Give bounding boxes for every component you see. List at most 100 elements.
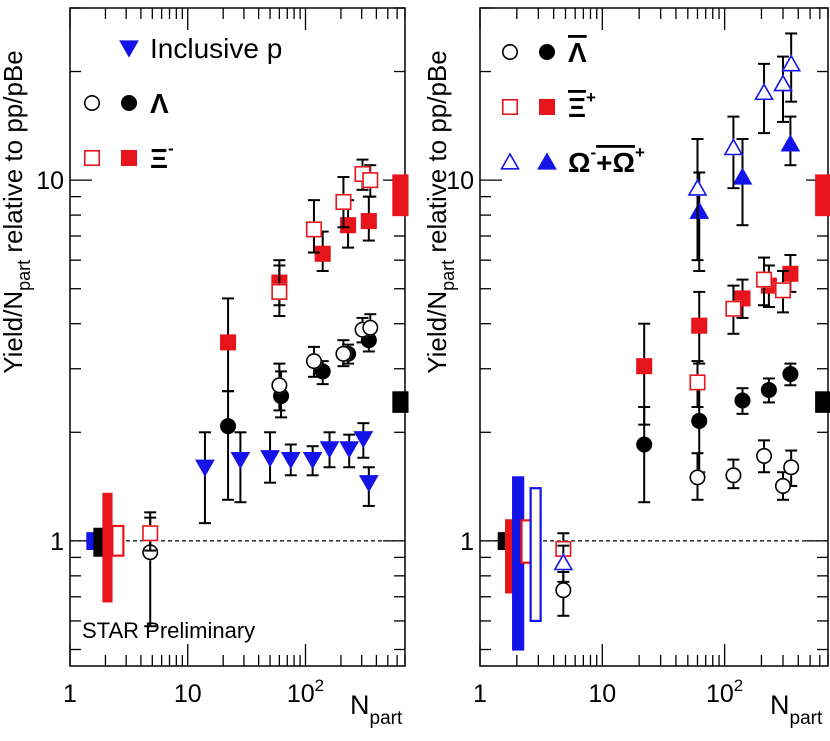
data-point — [773, 74, 793, 92]
legend-marker-filled — [538, 43, 556, 61]
systematic-box — [392, 174, 409, 217]
legend-label: Λ — [150, 88, 169, 119]
legend-marker-filled — [119, 40, 139, 58]
data-point-bg — [754, 82, 775, 101]
data-point — [260, 450, 280, 468]
legend-label-main: Λ — [150, 88, 169, 119]
data-point — [319, 441, 340, 459]
data-point-bg — [335, 193, 352, 211]
plot-frame — [479, 7, 829, 667]
data-point — [230, 452, 251, 470]
x-axis-label-sub: part — [790, 708, 823, 729]
data-point — [555, 582, 572, 599]
series-0 — [636, 362, 799, 504]
data-point — [732, 167, 753, 185]
data-point — [689, 469, 706, 486]
data-point — [220, 334, 237, 351]
x-tick-label: 102 — [287, 676, 324, 708]
data-point — [305, 353, 322, 370]
legend-entry: Ξ+ — [501, 88, 596, 123]
legend-marker-filled — [120, 94, 138, 112]
data-point — [756, 271, 773, 288]
series-0 — [195, 422, 379, 525]
data-point-bg — [362, 172, 379, 189]
data-point — [782, 265, 799, 282]
data-point — [754, 82, 774, 101]
y-axis-label: Yield/Npart relative to pp/pBe — [0, 50, 34, 373]
data-point — [358, 475, 379, 493]
series-4 — [689, 115, 801, 272]
data-point — [782, 366, 799, 383]
data-point — [689, 374, 706, 391]
legend-label-main: Ξ — [568, 92, 586, 123]
legend-marker-open — [500, 152, 520, 170]
legend-entry: Inclusive p — [119, 33, 282, 64]
data-point — [760, 381, 777, 399]
data-point-bg — [725, 300, 742, 317]
data-point-bg — [774, 282, 792, 299]
annotation-star-preliminary: STAR Preliminary — [82, 618, 255, 643]
data-point — [725, 467, 742, 484]
data-point — [362, 319, 379, 336]
series-3 — [220, 195, 377, 393]
systematic-box — [111, 524, 125, 557]
legend-label: Λ — [568, 37, 587, 68]
data-point — [783, 459, 800, 476]
systematic-box — [392, 391, 409, 413]
x-tick-label: 1 — [473, 680, 487, 708]
x-tick-label-sup: 2 — [734, 676, 743, 695]
y-tick-label: 1 — [460, 528, 474, 556]
legend-label: Inclusive p — [150, 33, 282, 64]
legend-label-main: Ξ — [150, 143, 168, 174]
data-point-bg — [271, 283, 288, 301]
y-axis-label-sub: part — [438, 260, 458, 291]
x-axis-label-main: N — [350, 690, 370, 720]
data-point — [271, 283, 288, 300]
legend-label-main: Inclusive p — [150, 33, 282, 64]
data-point-bg — [773, 73, 793, 92]
legend-marker-open — [83, 94, 101, 112]
series-5 — [553, 32, 802, 583]
legend-entry: Λ — [83, 88, 169, 119]
legend-label-sup: - — [590, 143, 596, 162]
data-point — [220, 418, 237, 435]
y-axis-label-main: Yield/N — [0, 291, 28, 374]
data-point — [756, 447, 773, 464]
data-point — [725, 300, 742, 317]
legend-label-second: +Ω — [596, 147, 635, 178]
legend-label-sup2: + — [635, 143, 645, 162]
legend-label: Ξ- — [150, 139, 174, 174]
data-point-bg — [723, 137, 744, 156]
series-1 — [555, 439, 800, 617]
systematic-box — [815, 174, 830, 217]
data-point — [774, 477, 792, 494]
legend-marker-filled — [120, 149, 138, 167]
data-point — [636, 358, 653, 375]
x-axis-label: Npart — [770, 690, 823, 729]
data-point — [360, 213, 377, 230]
data-point — [723, 138, 744, 156]
y-axis-label-sub: part — [14, 260, 34, 291]
legend-marker-open — [83, 149, 101, 167]
data-point — [636, 436, 653, 453]
series-2 — [636, 254, 799, 426]
systematic-box — [529, 487, 542, 623]
plot-frame — [69, 7, 406, 667]
legend-entry: Λ — [501, 37, 587, 68]
legend-label: Ω-+Ω+ — [568, 143, 645, 178]
legend-marker-filled — [538, 98, 556, 116]
series-1 — [220, 328, 377, 501]
legend-label-main: Λ — [568, 37, 587, 68]
data-point — [280, 452, 301, 470]
data-point — [553, 553, 574, 571]
y-tick-label: 10 — [36, 167, 64, 195]
y-tick-label: 10 — [446, 167, 474, 195]
data-point — [689, 201, 710, 219]
data-point — [335, 193, 352, 210]
systematic-box — [102, 492, 113, 603]
series-4 — [142, 158, 379, 552]
